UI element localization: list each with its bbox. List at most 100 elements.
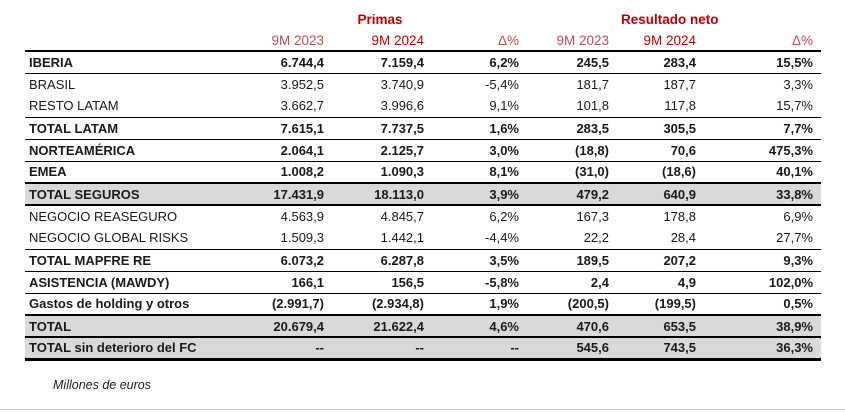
cell-value: -- [332,337,432,361]
cell-value: 3,9% [432,183,527,206]
table-row: Gastos de holding y otros (2.991,7) (2.934… [25,293,821,316]
cell-value: 640,9 [617,183,704,206]
row-label: Gastos de holding y otros [25,293,235,316]
cell-value: (31,0) [527,161,617,184]
cell-value: 7.737,5 [332,117,432,140]
cell-value: 4,6% [432,315,527,338]
row-label: NEGOCIO GLOBAL RISKS [25,227,235,250]
cell-value: 7.159,4 [332,51,432,74]
cell-value: 117,8 [617,95,704,118]
row-label: EMEA [25,161,235,184]
cell-value: 9,3% [704,249,821,272]
spacer-cell [235,9,332,30]
cell-value: 36,3% [704,337,821,361]
cell-value: 283,4 [617,51,704,74]
column-header-primas-delta: Δ% [432,30,527,52]
table-row: BRASIL 3.952,5 3.740,9 -5,4% 181,7 187,7 3,3% [25,73,821,95]
cell-value: (200,5) [527,293,617,316]
row-label: ASISTENCIA (MAWDY) [25,271,235,294]
column-header-primas-9m2024: 9M 2024 [332,30,432,52]
cell-value: 207,2 [617,249,704,272]
cell-value: 178,8 [663,209,696,224]
cell-value: 4.563,9 [280,209,324,224]
cell-value: 1.442,1 [332,227,432,250]
cell-value: 2.064,1 [235,139,332,162]
cell-value: 15,7% [704,95,821,118]
cell-value: 187,7 [663,76,696,92]
cell-value: 17.431,9 [235,183,332,206]
cell-value: -- [432,337,527,361]
cell-value: 1,9% [432,293,527,316]
cell-value: 8,1% [432,161,527,184]
cell-value: 4.845,7 [380,209,424,224]
cell-value: 245,5 [527,51,617,74]
group-header-row: Primas Resultado neto [25,9,821,30]
cell-value: -5,4% [485,76,519,92]
table-row: NEGOCIO GLOBAL RISKS 1.509,3 1.442,1 -4,4% 2… [25,227,821,250]
cell-value: 479,2 [527,183,617,206]
cell-value: 167,3 [576,209,609,224]
cell-value: 189,5 [527,249,617,272]
group-header-primas: Primas [332,9,432,30]
row-label: NEGOCIO REASEGURO [29,209,178,224]
financial-results-table: Primas Resultado neto 9M 2023 9M 2024 Δ%… [25,9,821,361]
cell-value: -- [235,337,332,361]
group-header-resultado-neto: Resultado neto [617,9,719,30]
cell-value: -5,8% [432,271,527,294]
spacer-cell [527,9,617,30]
cell-value: -4,4% [432,227,527,250]
cell-value: 743,5 [617,337,704,361]
cell-value: 70,6 [617,139,704,162]
cell-value: 22,2 [527,227,617,250]
cell-value: 4,9 [617,271,704,294]
cell-value: 6.073,2 [235,249,332,272]
row-label: IBERIA [25,51,235,74]
cell-value: 7.615,1 [235,117,332,140]
cell-value: 305,5 [617,117,704,140]
row-label: TOTAL sin deterioro del FC [25,337,235,361]
cell-value: 21.622,4 [332,315,432,338]
cell-value: (2.934,8) [332,293,432,316]
cell-value: 166,1 [235,271,332,294]
cell-value: 475,3% [704,139,821,162]
financial-results-table-wrap: Primas Resultado neto 9M 2023 9M 2024 Δ%… [25,0,821,392]
cell-value: (18,8) [527,139,617,162]
column-header-primas-9m2023: 9M 2023 [235,30,332,52]
cell-value: 9,1% [432,95,527,118]
row-label: TOTAL MAPFRE RE [25,249,235,272]
table-row: NEGOCIO REASEGURO 4.563,9 4.845,7 6,2% 167,3… [25,205,821,227]
row-label: TOTAL LATAM [25,117,235,140]
cell-value: 1.509,3 [235,227,332,250]
column-header-resultado-9m2024: 9M 2024 [617,30,704,52]
cell-value: 1,6% [432,117,527,140]
table-row: IBERIA 6.744,4 7.159,4 6,2% 245,5 283,4 15,5% [25,51,821,74]
cell-value: 156,5 [332,271,432,294]
cell-value: 653,5 [617,315,704,338]
cell-value: 181,7 [576,76,609,92]
bottom-divider [0,409,845,410]
cell-value: 33,8% [704,183,821,206]
cell-value: (199,5) [617,293,704,316]
cell-value: 18.113,0 [332,183,432,206]
row-label: TOTAL [25,315,235,338]
cell-value: 38,9% [704,315,821,338]
cell-value: 470,6 [527,315,617,338]
cell-value: 6,9% [783,209,813,224]
spacer-cell [432,9,527,30]
cell-value: 6,2% [432,51,527,74]
table-row: NORTEAMÉRICA 2.064,1 2.125,7 3,0% (18,8) 70,6… [25,139,821,162]
cell-value: 3,3% [783,76,813,92]
cell-value: 1.008,2 [235,161,332,184]
table-row: ASISTENCIA (MAWDY) 166,1 156,5 -5,8% 2,4 4,9 1… [25,271,821,294]
table-row: TOTAL MAPFRE RE 6.073,2 6.287,8 3,5% 189,5 20… [25,249,821,272]
cell-value: 3.740,9 [380,76,424,92]
table-row: TOTAL sin deterioro del FC -- -- -- 545,6 743… [25,337,821,361]
units-footnote: Millones de euros [53,377,151,392]
cell-value: 6,2% [489,209,519,224]
row-label: NORTEAMÉRICA [25,139,235,162]
cell-value: 20.679,4 [235,315,332,338]
cell-value: 1.090,3 [332,161,432,184]
cell-value: 6.744,4 [235,51,332,74]
cell-value: 101,8 [527,95,617,118]
cell-value: 15,5% [704,51,821,74]
